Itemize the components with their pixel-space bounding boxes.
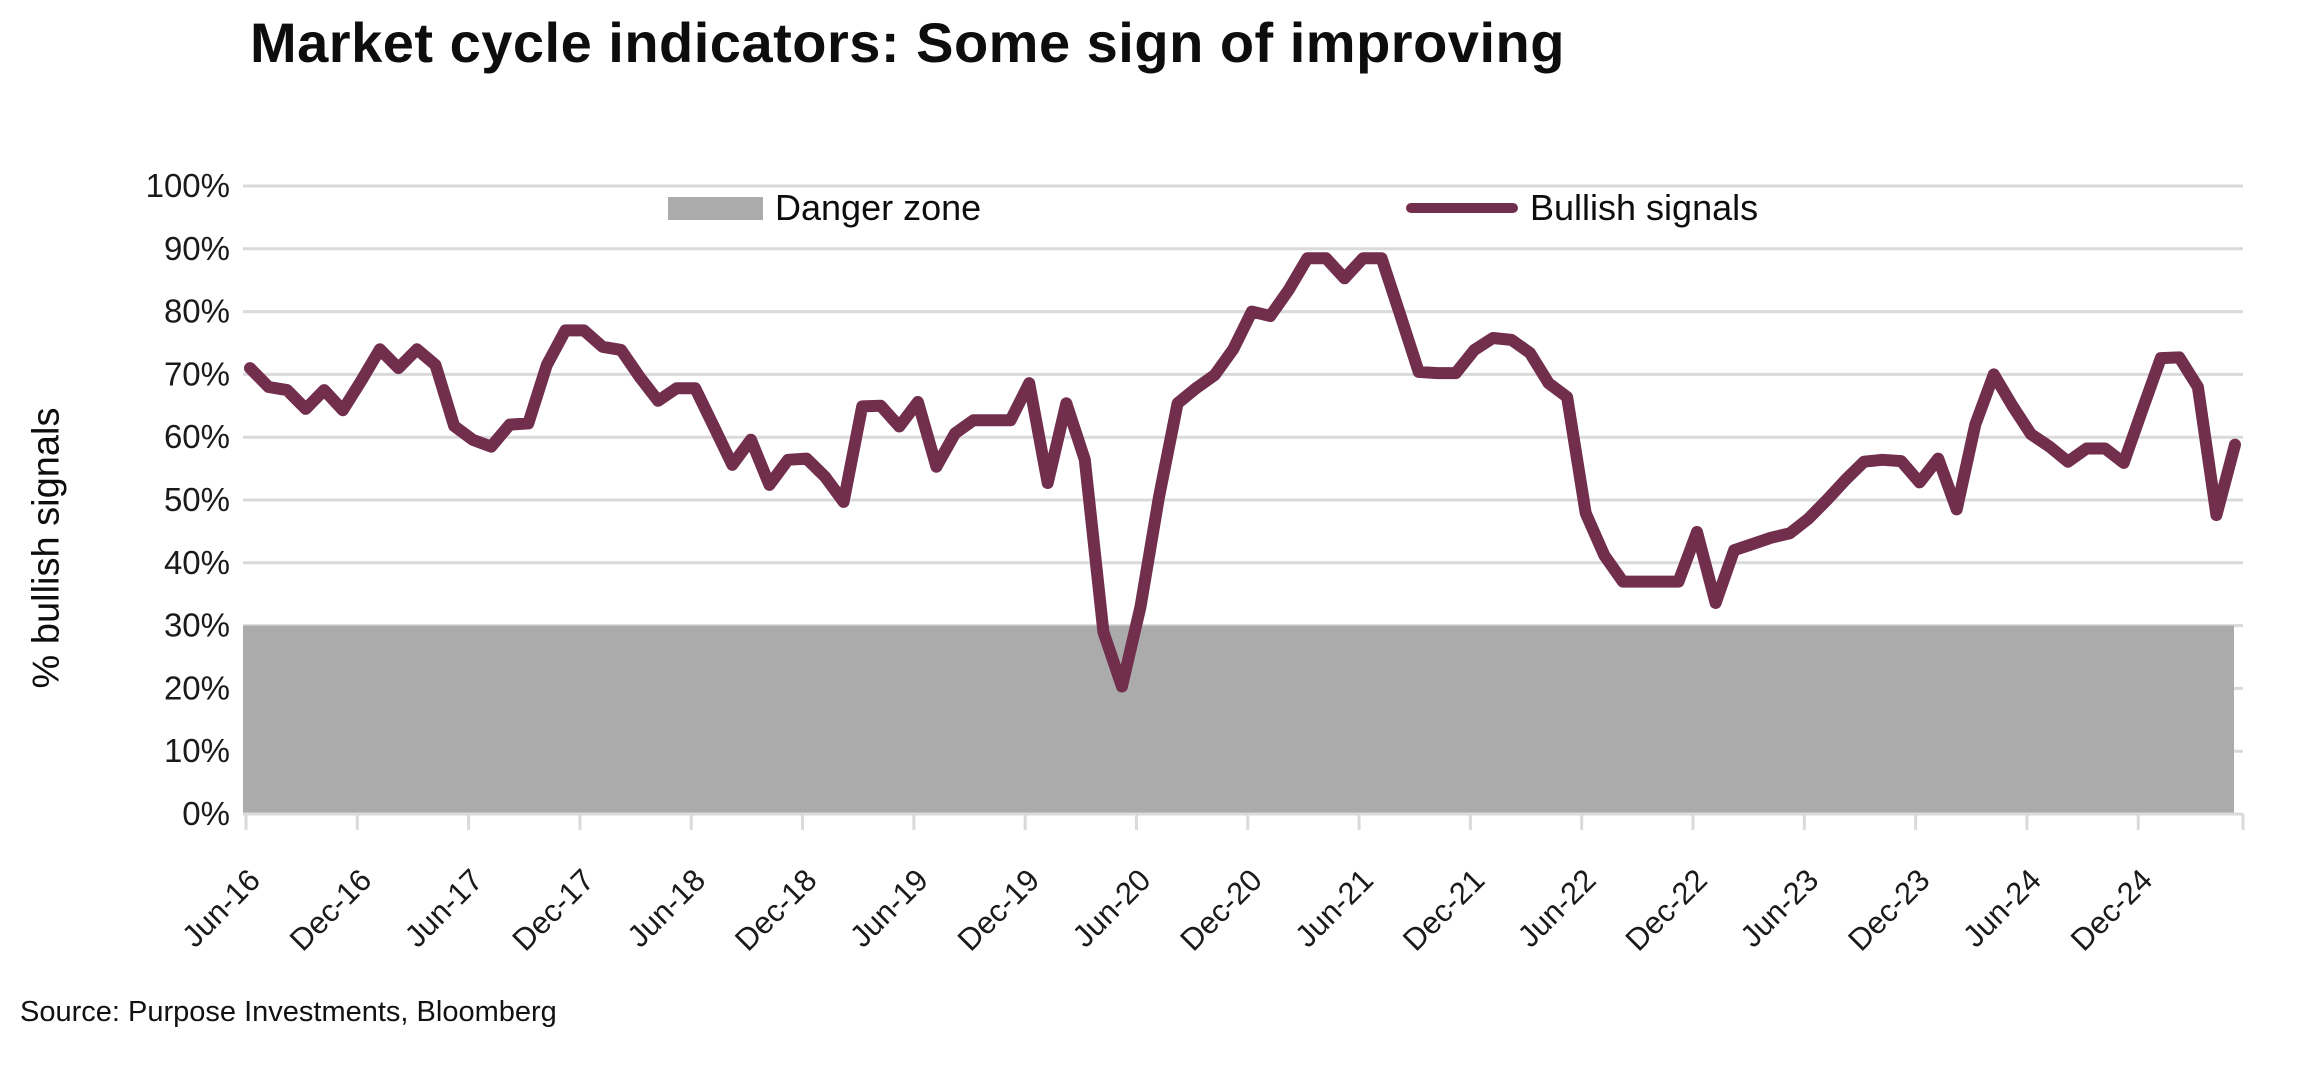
y-tick-label: 90% xyxy=(164,230,230,267)
x-tick-label: Dec-22 xyxy=(1619,862,1714,957)
source-note: Source: Purpose Investments, Bloomberg xyxy=(20,996,557,1028)
y-tick-label: 30% xyxy=(164,607,230,644)
y-axis-title: % bullish signals xyxy=(25,407,68,689)
x-tick-label: Dec-20 xyxy=(1173,862,1268,957)
x-tick-label: Jun-21 xyxy=(1288,862,1380,954)
danger-zone-label: Danger zone xyxy=(775,187,982,228)
legend-bullish-signals: Bullish signals xyxy=(1406,187,1759,228)
y-tick-label: 0% xyxy=(182,795,230,832)
x-tick-label: Jun-23 xyxy=(1733,862,1825,954)
y-tick-label: 60% xyxy=(164,418,230,455)
x-tick-label: Jun-22 xyxy=(1511,862,1603,954)
x-tick-label: Jun-18 xyxy=(620,862,712,954)
x-tick-label: Jun-24 xyxy=(1956,862,2048,954)
bullish-signals-label: Bullish signals xyxy=(1530,187,1759,228)
y-tick-label: 20% xyxy=(164,669,230,706)
bullish-signals-line xyxy=(244,252,2241,693)
danger-zone-swatch xyxy=(668,196,763,220)
x-tick-label: Dec-21 xyxy=(1396,862,1491,957)
x-tick-label: Jun-19 xyxy=(843,862,935,954)
x-tick-label: Dec-24 xyxy=(2064,862,2159,957)
danger-zone-band xyxy=(243,625,2234,814)
legend-danger-zone: Danger zone xyxy=(668,187,982,228)
x-tick-label: Jun-16 xyxy=(175,862,267,954)
x-tick-label: Dec-18 xyxy=(728,862,823,957)
y-tick-label: 50% xyxy=(164,481,230,518)
bullish-line-swatch xyxy=(1406,203,1518,213)
x-tick-label: Dec-19 xyxy=(951,862,1046,957)
y-tick-label: 70% xyxy=(164,355,230,392)
x-tick-label: Dec-23 xyxy=(1841,862,1936,957)
x-tick-label: Jun-20 xyxy=(1066,862,1158,954)
chart-title: Market cycle indicators: Some sign of im… xyxy=(250,11,1565,74)
x-tick-label: Dec-16 xyxy=(283,862,378,957)
y-tick-label: 100% xyxy=(146,167,230,204)
y-tick-label: 80% xyxy=(164,293,230,330)
y-tick-label: 40% xyxy=(164,544,230,581)
y-tick-label: 10% xyxy=(164,732,230,769)
x-tick-label: Jun-17 xyxy=(398,862,490,954)
x-tick-label: Dec-17 xyxy=(505,862,600,957)
